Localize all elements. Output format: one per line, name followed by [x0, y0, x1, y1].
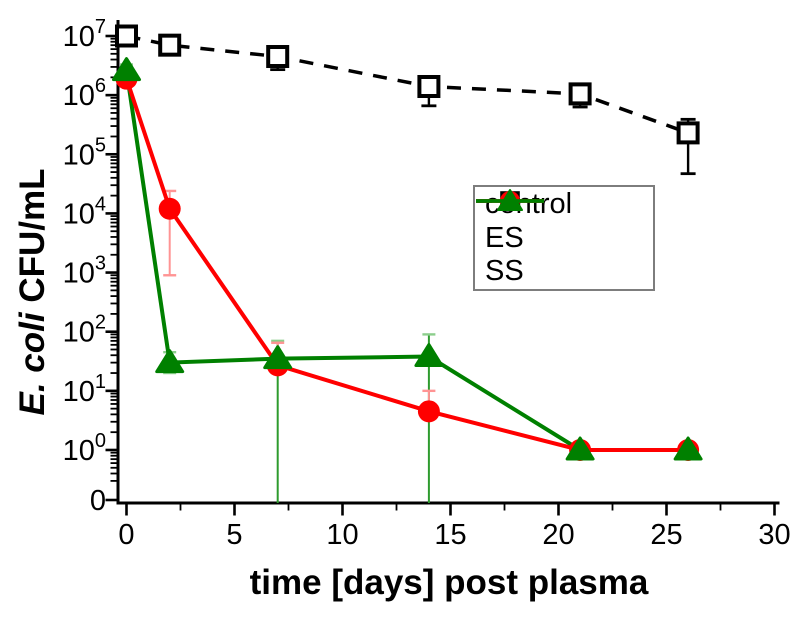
- y-axis-minor-ticks: [110, 37, 117, 482]
- series-markers-SS: [112, 57, 703, 461]
- marker-control-day2: [158, 33, 182, 57]
- marker-ES-day14: [417, 400, 440, 423]
- y-tick-label-1e1: 101: [63, 371, 106, 408]
- marker-control-day21: [568, 82, 592, 106]
- marker-SS-day26: [673, 436, 703, 461]
- marker-control-day0: [115, 24, 138, 48]
- y-tick-label-1e5: 105: [63, 134, 106, 171]
- legend-label-control: control: [485, 188, 573, 220]
- x-tick-label-0: 0: [118, 519, 134, 551]
- y-tick-label-1e4: 104: [63, 193, 106, 230]
- x-tick-label-15: 15: [434, 519, 466, 551]
- y-tick-label-1e3: 103: [63, 253, 106, 290]
- x-tick-label-30: 30: [758, 519, 790, 551]
- y-tick-label-1e6: 106: [63, 75, 106, 112]
- marker-SS-day2: [155, 349, 185, 374]
- series-line-ES: [124, 78, 689, 452]
- y-axis-title-italic: E. coli: [13, 312, 52, 416]
- x-tick-label-10: 10: [326, 519, 358, 551]
- marker-control-day26: [676, 121, 700, 145]
- legend-symbol-SS: [476, 189, 544, 211]
- legend-label-ES: ES: [485, 221, 524, 254]
- marker-ES-day2: [158, 197, 181, 220]
- marker-control-day14: [417, 74, 441, 98]
- error-bars-SS: [120, 63, 436, 503]
- marker-SS-day14: [414, 343, 444, 368]
- marker-SS-day21: [565, 436, 595, 461]
- x-tick-label-25: 25: [650, 519, 682, 551]
- legend-item-ES: ES: [476, 191, 653, 254]
- x-tick-label-20: 20: [542, 519, 574, 551]
- y-axis-ticks: 107 106 105 104 103 102 101 100 0: [63, 16, 117, 517]
- legend-label-SS: SS: [485, 255, 524, 287]
- marker-control-day7: [266, 45, 290, 69]
- series-markers-control: [115, 24, 700, 145]
- axes: [116, 20, 780, 505]
- legend: control ES SS: [473, 185, 655, 291]
- y-axis-title-rest: CFU/mL: [13, 168, 52, 313]
- series-line-control: [126, 34, 689, 135]
- x-tick-label-5: 5: [226, 519, 242, 551]
- x-axis-ticks: 0 5 10 15 20 25 30: [118, 504, 791, 551]
- legend-item-SS: SS: [476, 189, 653, 288]
- x-axis-title: time [days] post plasma: [249, 563, 649, 602]
- y-tick-label-1e2: 102: [63, 312, 106, 349]
- y-tick-label-zero: 0: [90, 485, 106, 517]
- y-tick-label-1e0: 100: [63, 430, 106, 467]
- marker-SS-day0: [112, 57, 141, 82]
- y-tick-label-1e7: 107: [63, 16, 106, 53]
- marker-SS-day7: [263, 345, 293, 370]
- y-axis-title: E. coli CFU/mL: [13, 169, 53, 416]
